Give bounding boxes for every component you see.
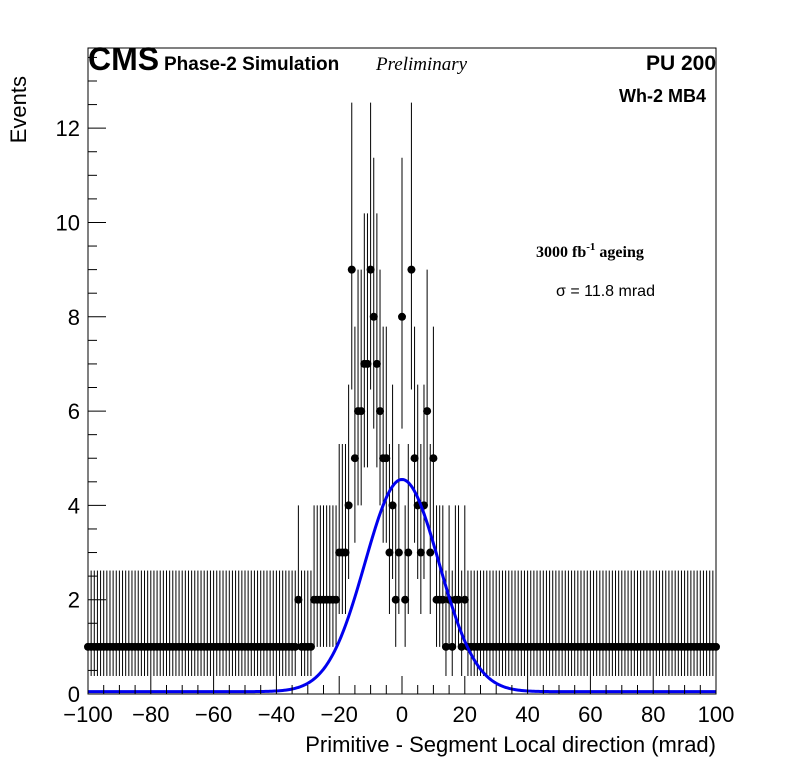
fit-line (88, 477, 716, 694)
pileup-label: PU 200 (646, 52, 716, 75)
data-point (398, 312, 406, 321)
y-axis-label: Events (6, 76, 31, 143)
data-point (376, 407, 385, 416)
region-label: Wh-2 MB4 (619, 86, 706, 106)
y-tick-label: 8 (68, 305, 80, 330)
x-axis-label: Primitive - Segment Local direction (mra… (305, 732, 716, 757)
x-tick-label: 60 (578, 702, 602, 727)
y-tick-label: 0 (68, 682, 80, 707)
data-point (438, 595, 447, 604)
data-point (388, 501, 397, 510)
x-tick-label: −80 (132, 702, 169, 727)
y-tick-label: 4 (68, 493, 80, 518)
data-point (382, 454, 391, 463)
data-point (372, 359, 381, 368)
y-axis-ticks: 0 2 4 6 8 10 12 (56, 56, 106, 707)
data-points (84, 265, 720, 651)
y-tick-label: 6 (68, 399, 80, 424)
data-point (350, 454, 359, 463)
data-point (306, 642, 315, 651)
data-point (366, 265, 375, 274)
x-tick-label: −100 (63, 702, 113, 727)
ageing-annotation: 3000 fb-1 ageing (536, 241, 644, 261)
data-point (429, 454, 438, 463)
data-point (460, 595, 469, 604)
x-tick-label: −20 (321, 702, 358, 727)
data-point (341, 548, 350, 557)
y-tick-label: 2 (68, 588, 80, 613)
data-point (401, 595, 410, 604)
error-bars (86, 102, 718, 676)
data-point (416, 548, 425, 557)
data-point (294, 595, 303, 604)
data-point (423, 407, 432, 416)
sigma-annotation: σ = 11.8 mrad (556, 283, 655, 300)
data-point (394, 548, 403, 557)
data-point (385, 548, 394, 557)
data-point (404, 548, 413, 557)
x-tick-label: 40 (515, 702, 539, 727)
x-tick-label: 20 (453, 702, 477, 727)
data-point (347, 265, 356, 274)
data-point (363, 359, 372, 368)
x-axis-ticks: −100 −80 −60 −40 −20 0 20 40 60 80 100 (63, 676, 734, 727)
y-tick-label: 10 (56, 210, 80, 235)
data-point (291, 642, 300, 651)
data-point (457, 642, 466, 651)
x-tick-label: 80 (641, 702, 665, 727)
x-tick-label: 0 (396, 702, 408, 727)
preliminary-label: Preliminary (375, 54, 468, 75)
data-point (391, 595, 400, 604)
data-point (407, 265, 416, 274)
x-tick-label: −60 (195, 702, 232, 727)
data-point (712, 642, 720, 651)
data-point (357, 407, 366, 416)
x-tick-label: 100 (698, 702, 735, 727)
data-point (369, 312, 378, 321)
data-point (454, 595, 463, 604)
data-point (332, 595, 341, 604)
data-point (410, 454, 419, 463)
x-tick-label: −40 (258, 702, 295, 727)
data-point (448, 642, 457, 651)
data-point (441, 642, 450, 651)
phase2-label: Phase-2 Simulation (164, 54, 339, 75)
data-point (426, 548, 435, 557)
data-point (344, 501, 353, 510)
gaussian-fit-curve (88, 477, 716, 694)
y-tick-label: 12 (56, 116, 80, 141)
cms-label: CMS (88, 41, 159, 77)
